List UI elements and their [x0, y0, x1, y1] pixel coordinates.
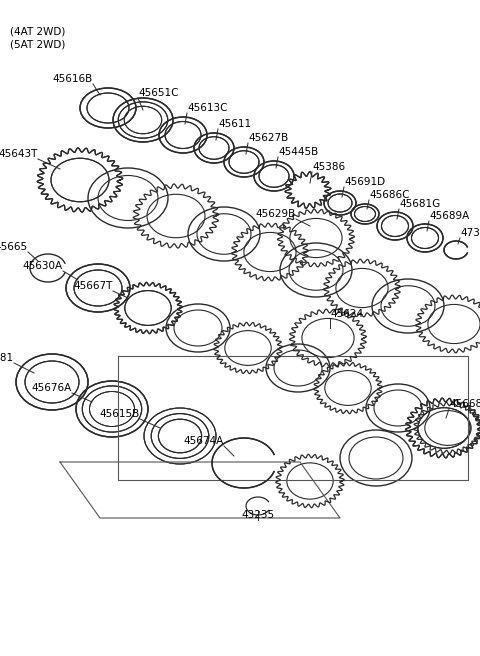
- Text: 45686C: 45686C: [369, 190, 409, 200]
- Text: 47319A: 47319A: [460, 228, 480, 238]
- Text: 45651C: 45651C: [138, 88, 179, 98]
- Text: 45627B: 45627B: [248, 133, 288, 143]
- Text: 45616B: 45616B: [53, 74, 93, 84]
- Text: (4AT 2WD)
(5AT 2WD): (4AT 2WD) (5AT 2WD): [10, 26, 65, 49]
- Text: 45681G: 45681G: [399, 199, 440, 209]
- Text: 45689A: 45689A: [429, 211, 469, 221]
- Text: 45629B: 45629B: [256, 209, 296, 219]
- Text: 45630A: 45630A: [23, 261, 63, 271]
- Text: 45624: 45624: [330, 309, 363, 319]
- Text: 45691D: 45691D: [344, 177, 385, 187]
- Text: 45681: 45681: [0, 353, 14, 363]
- Text: 45643T: 45643T: [0, 149, 38, 159]
- Text: 45668T: 45668T: [449, 399, 480, 409]
- Text: 45676A: 45676A: [32, 383, 72, 393]
- Text: 43235: 43235: [241, 510, 275, 520]
- Text: 45615B: 45615B: [100, 409, 140, 419]
- Text: 45386: 45386: [312, 162, 345, 172]
- Text: 45611: 45611: [218, 119, 251, 129]
- Text: 45665: 45665: [0, 242, 28, 252]
- Text: 45667T: 45667T: [73, 281, 113, 291]
- Text: 45613C: 45613C: [187, 103, 228, 113]
- Text: 45674A: 45674A: [184, 436, 224, 446]
- Text: 45445B: 45445B: [278, 147, 318, 157]
